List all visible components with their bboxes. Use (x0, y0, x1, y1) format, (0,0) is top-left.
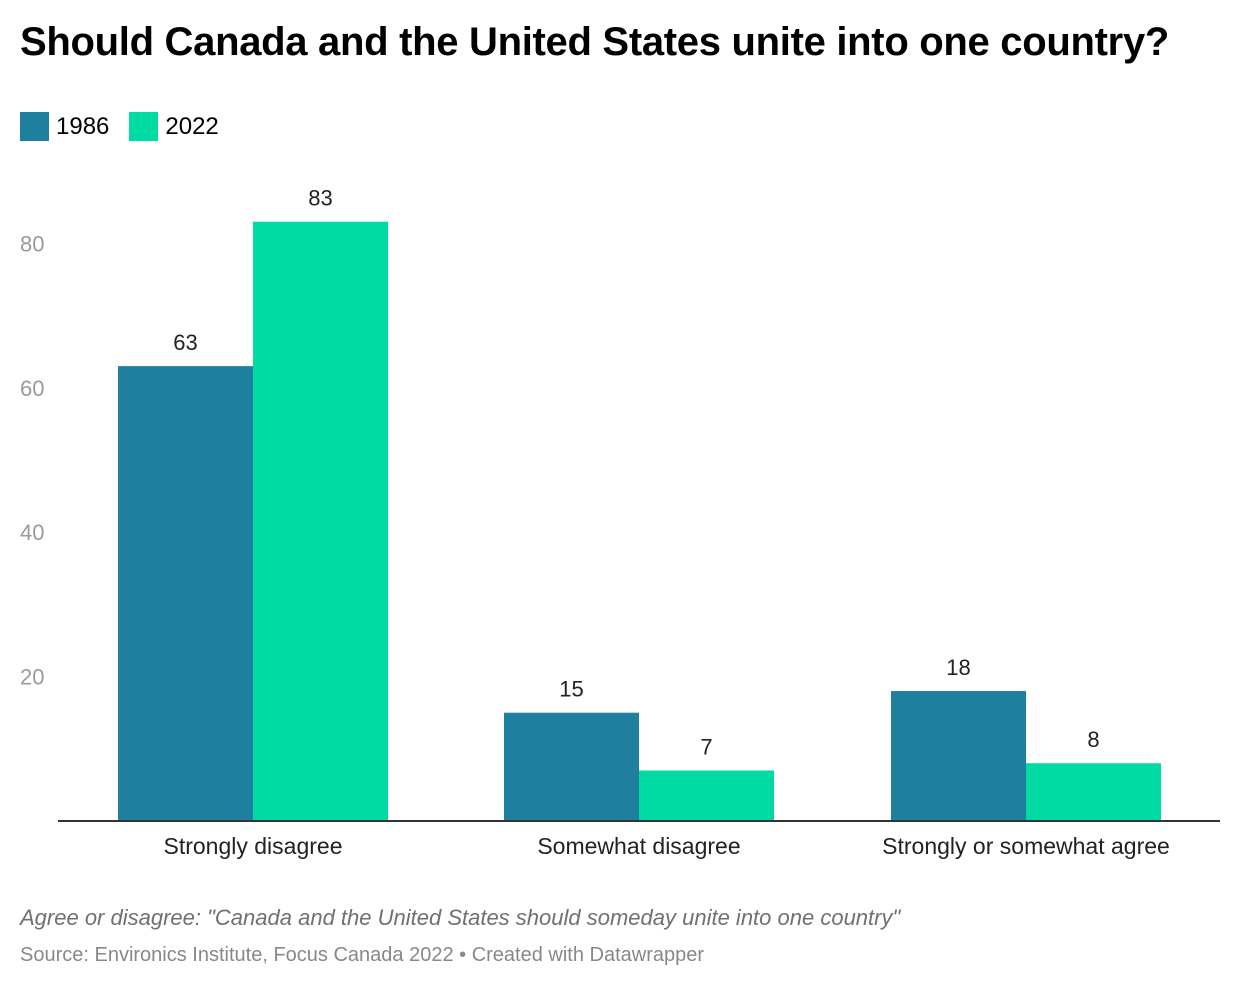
value-label: 15 (559, 677, 583, 702)
legend-swatch-2022 (129, 112, 159, 141)
legend-item-2022: 2022 (129, 112, 219, 141)
value-label: 7 (700, 734, 712, 759)
y-tick-label: 20 (20, 665, 44, 690)
bar-1986 (118, 366, 253, 821)
bar-2022 (1026, 763, 1161, 821)
chart-notes: Agree or disagree: "Canada and the Unite… (20, 905, 901, 930)
legend-label-2022: 2022 (165, 112, 219, 140)
legend-item-1986: 1986 (20, 112, 109, 141)
y-tick-label: 40 (20, 520, 44, 545)
x-category-label: Strongly disagree (164, 833, 343, 859)
x-category-label: Strongly or somewhat agree (882, 833, 1170, 859)
value-label: 63 (173, 330, 197, 355)
x-category-label: Somewhat disagree (537, 833, 740, 859)
legend: 1986 2022 (20, 112, 239, 141)
chart-title: Should Canada and the United States unit… (20, 20, 1170, 64)
bar-2022 (253, 221, 388, 822)
legend-label-1986: 1986 (56, 112, 110, 140)
bar-1986 (504, 712, 639, 821)
legend-swatch-1986 (20, 112, 49, 141)
y-tick-label: 60 (20, 376, 44, 401)
value-label: 18 (946, 655, 970, 680)
bar-1986 (891, 691, 1026, 821)
y-tick-label: 80 (20, 231, 44, 256)
value-label: 8 (1087, 727, 1099, 752)
bar-chart: 20 40 60 80 63 83 Strongly disagree 15 7 Somewhat… (20, 186, 1220, 859)
value-label: 83 (308, 186, 332, 211)
chart-source: Source: Environics Institute, Focus Cana… (20, 944, 705, 966)
bar-2022 (639, 770, 774, 821)
